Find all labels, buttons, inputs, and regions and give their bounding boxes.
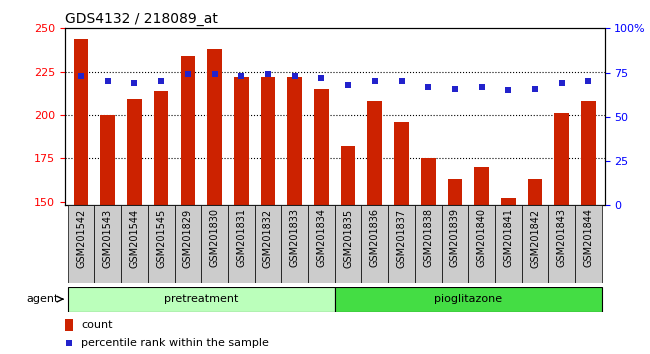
Point bbox=[450, 86, 460, 91]
Bar bbox=[575, 205, 602, 283]
Bar bbox=[100, 115, 115, 205]
Text: GSM201835: GSM201835 bbox=[343, 209, 353, 268]
Point bbox=[503, 87, 514, 93]
Point bbox=[423, 84, 434, 90]
Bar bbox=[234, 77, 248, 205]
Bar bbox=[441, 205, 468, 283]
Bar bbox=[554, 113, 569, 205]
Point bbox=[289, 73, 300, 79]
Point bbox=[263, 72, 273, 77]
Bar bbox=[228, 205, 255, 283]
Text: GSM201843: GSM201843 bbox=[557, 209, 567, 267]
Bar bbox=[65, 319, 73, 331]
Text: GSM201844: GSM201844 bbox=[584, 209, 593, 267]
Text: GSM201842: GSM201842 bbox=[530, 209, 540, 268]
Bar bbox=[127, 99, 142, 205]
Bar bbox=[174, 205, 202, 283]
Text: GSM201836: GSM201836 bbox=[370, 209, 380, 267]
Bar bbox=[255, 205, 281, 283]
Bar bbox=[394, 122, 409, 205]
Point bbox=[583, 79, 593, 84]
Point bbox=[183, 72, 193, 77]
Point bbox=[370, 79, 380, 84]
Point bbox=[76, 73, 86, 79]
Text: GSM201830: GSM201830 bbox=[209, 209, 220, 267]
Bar bbox=[448, 179, 462, 205]
Bar bbox=[261, 77, 276, 205]
Bar bbox=[501, 198, 515, 205]
Bar bbox=[308, 205, 335, 283]
Text: GSM201840: GSM201840 bbox=[476, 209, 487, 267]
Bar bbox=[281, 205, 308, 283]
Bar bbox=[73, 39, 88, 205]
Text: GSM201838: GSM201838 bbox=[423, 209, 434, 267]
Text: pioglitazone: pioglitazone bbox=[434, 294, 502, 304]
Bar bbox=[335, 205, 361, 283]
Point bbox=[530, 86, 540, 91]
Bar bbox=[287, 77, 302, 205]
Bar bbox=[154, 91, 168, 205]
Text: percentile rank within the sample: percentile rank within the sample bbox=[81, 338, 269, 348]
Bar bbox=[495, 205, 522, 283]
Bar bbox=[581, 101, 596, 205]
Bar bbox=[388, 205, 415, 283]
Text: count: count bbox=[81, 320, 112, 330]
Text: agent: agent bbox=[26, 294, 58, 304]
Bar bbox=[468, 205, 495, 283]
Text: GSM201831: GSM201831 bbox=[236, 209, 246, 267]
Point bbox=[129, 80, 140, 86]
Bar bbox=[528, 179, 542, 205]
Text: GSM201832: GSM201832 bbox=[263, 209, 273, 268]
Text: GSM201837: GSM201837 bbox=[396, 209, 406, 268]
Bar bbox=[314, 89, 329, 205]
Bar bbox=[367, 101, 382, 205]
Point bbox=[236, 73, 246, 79]
Point bbox=[476, 84, 487, 90]
Bar bbox=[341, 146, 356, 205]
Bar bbox=[421, 159, 436, 205]
Text: GSM201834: GSM201834 bbox=[317, 209, 326, 267]
Point bbox=[156, 79, 166, 84]
Bar bbox=[361, 205, 388, 283]
Text: GSM201841: GSM201841 bbox=[503, 209, 514, 267]
Point bbox=[556, 80, 567, 86]
Point bbox=[316, 75, 326, 81]
Bar bbox=[148, 205, 174, 283]
Bar bbox=[335, 287, 602, 312]
Text: GSM201542: GSM201542 bbox=[76, 209, 86, 268]
Bar bbox=[94, 205, 121, 283]
Bar bbox=[415, 205, 441, 283]
Bar bbox=[68, 287, 335, 312]
Bar bbox=[121, 205, 148, 283]
Bar bbox=[474, 167, 489, 205]
Bar bbox=[207, 49, 222, 205]
Text: pretreatment: pretreatment bbox=[164, 294, 239, 304]
Point bbox=[103, 79, 113, 84]
Point bbox=[209, 72, 220, 77]
Text: GSM201545: GSM201545 bbox=[156, 209, 166, 268]
Text: GSM201829: GSM201829 bbox=[183, 209, 193, 268]
Text: GSM201839: GSM201839 bbox=[450, 209, 460, 267]
Bar bbox=[68, 205, 94, 283]
Bar bbox=[549, 205, 575, 283]
Bar bbox=[202, 205, 228, 283]
Point bbox=[396, 79, 407, 84]
Bar bbox=[181, 56, 195, 205]
Bar bbox=[522, 205, 549, 283]
Point bbox=[343, 82, 354, 88]
Point bbox=[64, 340, 74, 346]
Text: GSM201543: GSM201543 bbox=[103, 209, 112, 268]
Text: GSM201833: GSM201833 bbox=[290, 209, 300, 267]
Text: GSM201544: GSM201544 bbox=[129, 209, 140, 268]
Text: GDS4132 / 218089_at: GDS4132 / 218089_at bbox=[65, 12, 218, 26]
